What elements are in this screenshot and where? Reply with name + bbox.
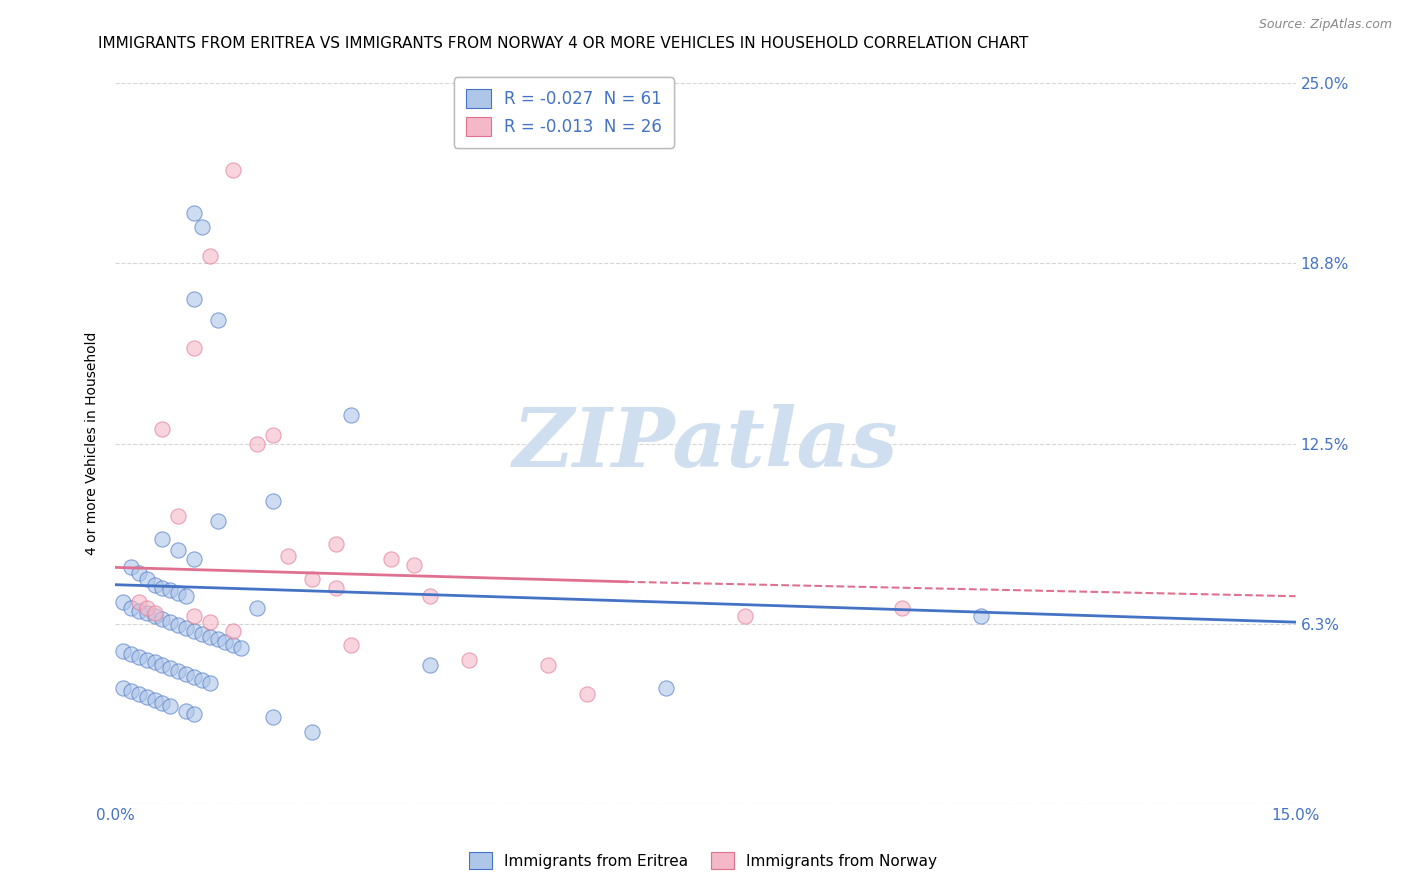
Text: IMMIGRANTS FROM ERITREA VS IMMIGRANTS FROM NORWAY 4 OR MORE VEHICLES IN HOUSEHOL: IMMIGRANTS FROM ERITREA VS IMMIGRANTS FR… <box>98 36 1029 51</box>
Point <box>207 514 229 528</box>
Point <box>301 724 323 739</box>
Point <box>183 609 205 624</box>
Point <box>191 220 214 235</box>
Point <box>340 408 363 422</box>
Point <box>143 693 166 707</box>
Point <box>576 687 599 701</box>
Point <box>152 581 174 595</box>
Point <box>207 632 229 647</box>
Point <box>207 312 229 326</box>
Point <box>214 635 236 649</box>
Text: Source: ZipAtlas.com: Source: ZipAtlas.com <box>1258 18 1392 31</box>
Point <box>246 436 269 450</box>
Point <box>222 638 245 652</box>
Point <box>537 658 560 673</box>
Point <box>325 581 347 595</box>
Point <box>198 249 221 263</box>
Point <box>458 652 481 666</box>
Point <box>120 684 142 698</box>
Point <box>167 543 190 558</box>
Point <box>143 656 166 670</box>
Point <box>419 589 441 603</box>
Point <box>222 162 245 177</box>
Point <box>222 624 245 638</box>
Point <box>246 600 269 615</box>
Point <box>655 681 678 696</box>
Point <box>143 609 166 624</box>
Point <box>262 494 284 508</box>
Point <box>262 710 284 724</box>
Point <box>174 621 197 635</box>
Point <box>135 572 157 586</box>
Point <box>152 696 174 710</box>
Y-axis label: 4 or more Vehicles in Household: 4 or more Vehicles in Household <box>86 332 100 555</box>
Point <box>128 604 150 618</box>
Point <box>404 558 426 572</box>
Point <box>262 428 284 442</box>
Point <box>112 595 135 609</box>
Point <box>143 577 166 591</box>
Point <box>734 609 756 624</box>
Point <box>325 537 347 551</box>
Point <box>128 566 150 581</box>
Point <box>143 607 166 621</box>
Point <box>891 600 914 615</box>
Point <box>191 626 214 640</box>
Point <box>120 560 142 574</box>
Point <box>183 342 205 356</box>
Legend: Immigrants from Eritrea, Immigrants from Norway: Immigrants from Eritrea, Immigrants from… <box>463 846 943 875</box>
Point <box>120 647 142 661</box>
Point <box>159 661 181 675</box>
Point <box>152 658 174 673</box>
Point <box>159 698 181 713</box>
Point <box>380 551 402 566</box>
Point <box>167 586 190 600</box>
Point <box>191 673 214 687</box>
Point <box>198 630 221 644</box>
Point <box>120 600 142 615</box>
Point <box>135 600 157 615</box>
Point <box>167 508 190 523</box>
Point <box>301 572 323 586</box>
Point <box>112 644 135 658</box>
Point <box>419 658 441 673</box>
Text: ZIPatlas: ZIPatlas <box>513 403 898 483</box>
Point <box>198 675 221 690</box>
Point <box>183 206 205 220</box>
Point <box>277 549 299 563</box>
Point <box>128 687 150 701</box>
Point <box>174 667 197 681</box>
Point <box>183 551 205 566</box>
Point <box>152 532 174 546</box>
Point <box>174 705 197 719</box>
Point <box>152 422 174 436</box>
Point <box>970 609 993 624</box>
Point <box>174 589 197 603</box>
Point <box>340 638 363 652</box>
Point <box>183 293 205 307</box>
Point <box>167 664 190 678</box>
Point <box>167 618 190 632</box>
Point <box>198 615 221 629</box>
Point <box>183 670 205 684</box>
Point <box>135 652 157 666</box>
Point <box>128 595 150 609</box>
Point <box>183 624 205 638</box>
Legend: R = -0.027  N = 61, R = -0.013  N = 26: R = -0.027 N = 61, R = -0.013 N = 26 <box>454 78 673 147</box>
Point <box>159 615 181 629</box>
Point <box>135 607 157 621</box>
Point <box>135 690 157 704</box>
Point <box>152 612 174 626</box>
Point <box>112 681 135 696</box>
Point <box>183 707 205 722</box>
Point <box>159 583 181 598</box>
Point <box>231 641 253 656</box>
Point <box>128 649 150 664</box>
